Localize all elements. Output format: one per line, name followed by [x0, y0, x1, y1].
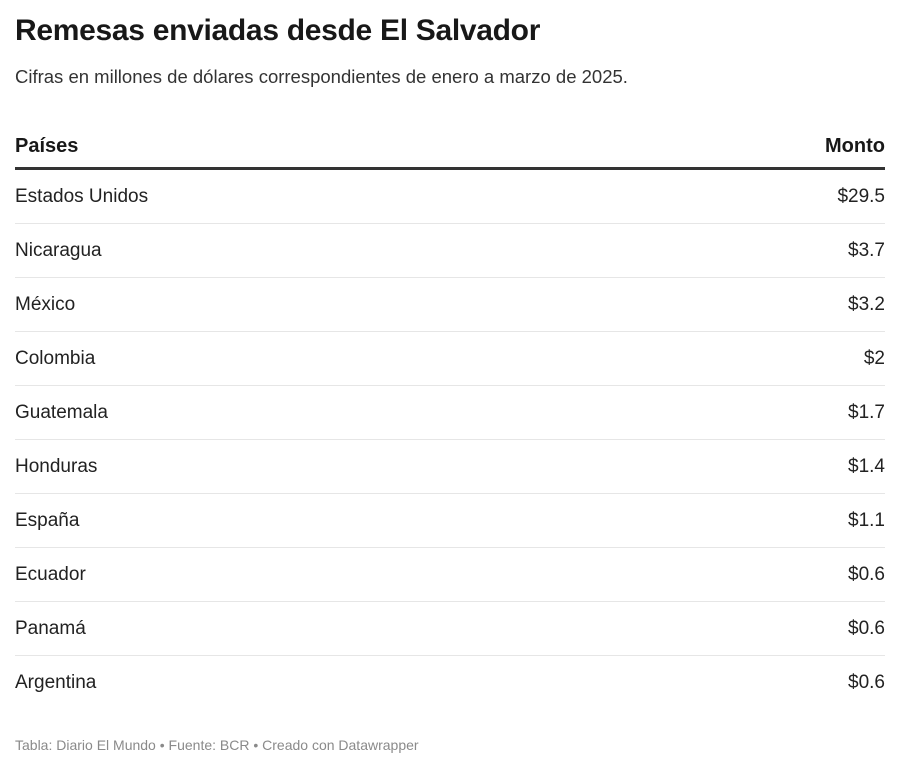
chart-title: Remesas enviadas desde El Salvador: [15, 14, 541, 47]
amount-cell: $1.4: [614, 439, 885, 494]
country-cell: España: [15, 493, 615, 548]
amount-cell: $29.5: [614, 168, 885, 224]
table-row: Panamá $0.6: [15, 601, 885, 656]
country-cell: Nicaragua: [15, 223, 615, 278]
amount-cell: $3.7: [614, 223, 885, 278]
country-cell: Colombia: [15, 331, 615, 386]
data-table: Países Monto Estados Unidos $29.5 Nicaragu…: [15, 126, 885, 709]
country-cell: Estados Unidos: [15, 168, 615, 224]
amount-cell: $0.6: [848, 671, 885, 693]
country-cell: Honduras: [15, 439, 615, 494]
table-row: Estados Unidos $29.5: [15, 168, 885, 224]
table-header-row: Países Monto: [15, 126, 885, 170]
source-footer: Tabla: Diario El Mundo • Fuente: BCR • C…: [15, 737, 419, 753]
table-row: Honduras $1.4: [15, 439, 885, 494]
table-row: Colombia $2: [15, 331, 885, 386]
amount-cell: $0.6: [614, 547, 885, 602]
table-row: México $3.2: [15, 277, 885, 332]
table-row: Guatemala $1.7: [15, 385, 885, 440]
chart-subtitle: Cifras en millones de dólares correspond…: [15, 66, 628, 87]
column-header-monto[interactable]: Monto: [614, 126, 885, 170]
amount-cell: $3.2: [614, 277, 885, 332]
table-row: España $1.1: [15, 493, 885, 548]
table-row: Nicaragua $3.7: [15, 223, 885, 278]
amount-cell: $0.6: [614, 601, 885, 656]
amount-cell: $1.1: [614, 493, 885, 548]
country-cell: Panamá: [15, 601, 615, 656]
amount-cell: $2: [614, 331, 885, 386]
amount-cell: $1.7: [614, 385, 885, 440]
country-cell: Guatemala: [15, 385, 615, 440]
country-cell: Ecuador: [15, 547, 615, 602]
country-cell: México: [15, 277, 615, 332]
table-row: Ecuador $0.6: [15, 547, 885, 602]
column-header-paises[interactable]: Países: [15, 126, 615, 170]
country-cell: Argentina: [15, 671, 97, 693]
table-row: Argentina $0.6: [15, 656, 885, 710]
